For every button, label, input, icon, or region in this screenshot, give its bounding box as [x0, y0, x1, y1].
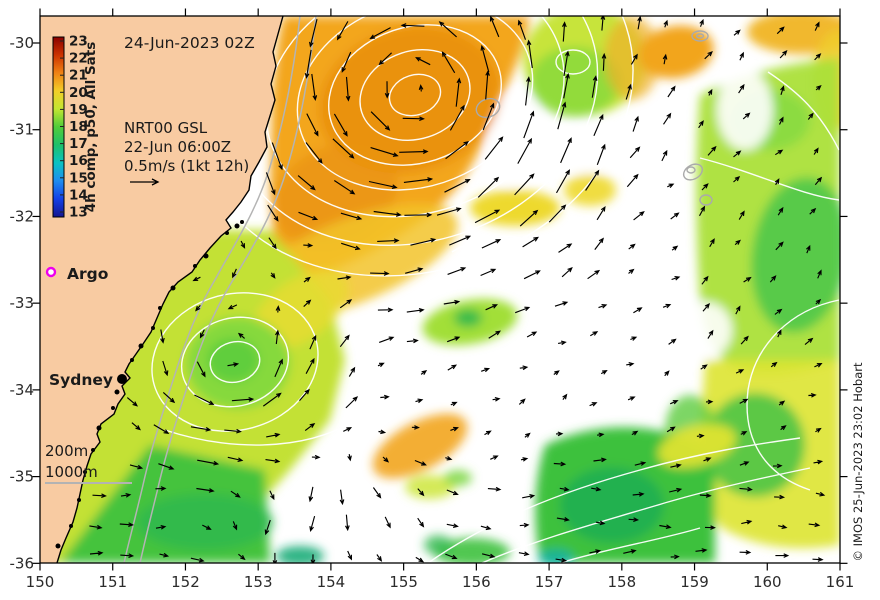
x-tick-label: 156 [462, 573, 491, 591]
x-tick-label: 150 [26, 573, 55, 591]
map-title: 24-Jun-2023 02Z [124, 34, 255, 52]
colorbar-tick-value: 22 [69, 51, 88, 67]
colorbar-tick-value: 14 [69, 187, 88, 203]
colorbar-tick-value: 20 [69, 85, 88, 101]
axes: 150 151 152 153 154 155 156 157 158 159 160 161 -30 -… [10, 8, 855, 591]
sydney-label: Sydney [49, 371, 113, 389]
velocity-legend: NRT00 GSL 22-Jun 06:00Z 0.5m/s (1kt 12h) [124, 119, 249, 186]
colorbar-label: 4h comp, p50, All Sats [83, 42, 99, 213]
lord-howe-contour [682, 163, 704, 181]
coastline [56, 16, 284, 563]
y-tick-label: -30 [10, 34, 35, 52]
depth-1000m-label: 1000m [45, 463, 98, 481]
colorbar-tick-value: 21 [69, 68, 88, 84]
legend-scale: 0.5m/s (1kt 12h) [124, 157, 249, 175]
x-tick-label: 152 [171, 573, 200, 591]
y-tick-label: -33 [10, 294, 35, 312]
vector-arrows-path [89, 16, 826, 563]
y-tick-label: -34 [10, 381, 35, 399]
reef-contour [691, 30, 709, 42]
land [40, 16, 284, 563]
argo-float-icon [45, 266, 57, 278]
colorbar-tick-value: 13 [69, 205, 88, 221]
colorbar-tick-value: 19 [69, 102, 88, 118]
x-tick-label: 161 [826, 573, 855, 591]
bathymetry-contours [123, 16, 317, 563]
colorbar-tick-value: 16 [69, 153, 88, 169]
x-tick-label: 154 [317, 573, 346, 591]
x-tick-label: 151 [98, 573, 127, 591]
city-dot-icon [117, 374, 127, 384]
x-tick-label: 153 [244, 573, 273, 591]
colorbar-tick-value: 15 [69, 170, 88, 186]
depth-200m-label: 200m [45, 442, 88, 460]
depth-legend: 200m 1000m [45, 442, 132, 484]
x-tick-label: 157 [535, 573, 564, 591]
colorbar-tick-value: 18 [69, 119, 88, 135]
island-contours [475, 30, 713, 206]
x-tick-label: 158 [607, 573, 636, 591]
argo-label: Argo [67, 265, 108, 283]
argo-marker: Argo [45, 265, 108, 283]
x-tick-label: 160 [753, 573, 782, 591]
current-vectors [89, 16, 826, 563]
estuaries [55, 220, 244, 549]
colorbar-tick-value: 23 [69, 34, 88, 50]
scale-arrow-icon [130, 178, 160, 186]
y-tick-label: -36 [10, 554, 35, 572]
legend-time: 22-Jun 06:00Z [124, 138, 231, 156]
contour-200m [123, 16, 301, 563]
x-tick-label: 159 [680, 573, 709, 591]
ssh-contours [151, 16, 840, 563]
y-tick-label: -32 [10, 207, 35, 225]
attribution: © IMOS 25-Jun-2023 23:02 Hobart [851, 362, 865, 561]
y-tick-label: -35 [10, 468, 35, 486]
y-tick-label: -31 [10, 121, 35, 139]
plot-frame [39, 15, 841, 564]
contour-1000m [139, 16, 317, 563]
x-tick-label: 155 [389, 573, 418, 591]
colorbar-tick-value: 17 [69, 136, 88, 152]
sydney-marker: Sydney [49, 371, 127, 389]
legend-product: NRT00 GSL [124, 119, 208, 137]
